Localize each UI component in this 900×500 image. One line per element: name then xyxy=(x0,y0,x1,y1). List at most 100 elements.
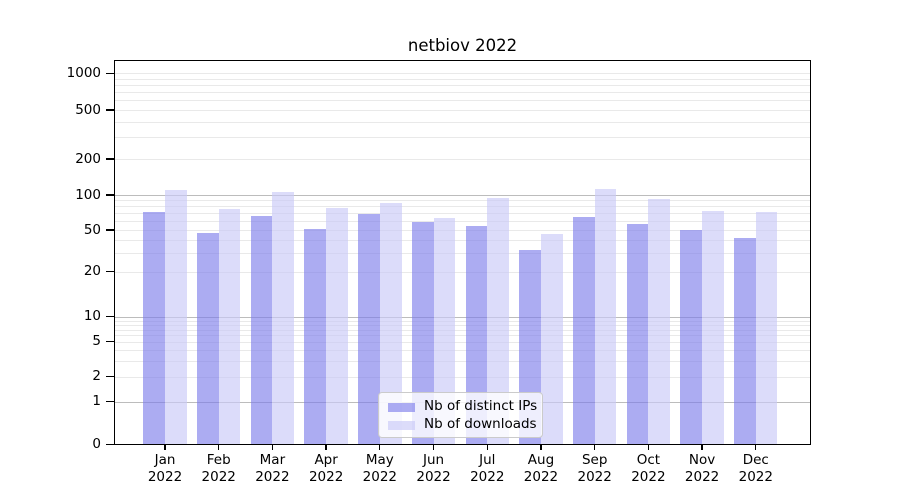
minor-gridline xyxy=(114,85,811,87)
minor-gridline xyxy=(114,200,811,202)
y-tick-mark xyxy=(106,194,114,196)
minor-gridline xyxy=(114,329,811,331)
y-tick-label: 200 xyxy=(75,150,101,167)
legend: Nb of distinct IPs Nb of downloads xyxy=(378,392,543,438)
y-tick-label: 2 xyxy=(92,368,101,385)
bar-distinct-ips-dec xyxy=(734,237,756,445)
bar-distinct-ips-apr xyxy=(304,229,327,445)
y-tick-label: 20 xyxy=(83,263,101,280)
legend-swatch-downloads xyxy=(388,421,415,430)
minor-gridline xyxy=(114,335,811,337)
minor-gridline xyxy=(114,73,811,75)
minor-gridline xyxy=(114,100,811,102)
x-tick-mark xyxy=(755,445,757,450)
x-tick-label-feb: Feb 2022 xyxy=(201,452,236,485)
bar-downloads-sep xyxy=(594,188,617,445)
minor-gridline xyxy=(114,206,811,208)
bar-downloads-jul xyxy=(487,197,509,445)
bar-downloads-feb xyxy=(218,208,241,445)
y-tick-label: 1000 xyxy=(66,64,101,81)
plot-area xyxy=(114,60,811,445)
bar-downloads-dec xyxy=(755,212,778,445)
bar-distinct-ips-nov xyxy=(680,230,703,445)
x-tick-mark xyxy=(594,445,596,450)
x-tick-label-aug: Aug 2022 xyxy=(523,452,559,485)
y-tick-mark xyxy=(106,271,114,273)
minor-gridline xyxy=(114,320,811,322)
minor-gridline xyxy=(114,220,811,222)
x-tick-label-jun: Jun 2022 xyxy=(416,452,451,485)
bar-downloads-may xyxy=(379,202,402,445)
bar-downloads-apr xyxy=(326,208,348,445)
y-tick-label: 50 xyxy=(83,221,101,238)
y-tick-label: 5 xyxy=(92,333,101,350)
minor-gridline xyxy=(114,78,811,80)
x-tick-label-may: May 2022 xyxy=(362,452,397,485)
x-tick-mark xyxy=(486,445,488,450)
x-tick-mark xyxy=(647,445,650,450)
y-tick-label: 0 xyxy=(92,436,101,452)
x-tick-label-jul: Jul 2022 xyxy=(470,452,505,485)
bar-distinct-ips-jul xyxy=(465,226,488,445)
bar-distinct-ips-jan xyxy=(143,211,165,445)
y-tick-mark xyxy=(106,109,114,111)
bar-distinct-ips-jun xyxy=(411,221,434,445)
bar-distinct-ips-sep xyxy=(572,216,595,445)
minor-gridline xyxy=(114,92,811,94)
minor-gridline xyxy=(114,376,811,378)
bar-distinct-ips-oct xyxy=(626,224,649,445)
x-tick-label-oct: Oct 2022 xyxy=(631,452,666,485)
y-tick-mark xyxy=(106,229,114,231)
minor-gridline xyxy=(114,253,811,255)
minor-gridline xyxy=(114,121,811,123)
minor-gridline xyxy=(114,361,811,363)
minor-gridline xyxy=(114,324,811,326)
x-tick-mark xyxy=(379,445,381,450)
x-tick-label-apr: Apr 2022 xyxy=(308,452,344,485)
chart-title: netbiov 2022 xyxy=(407,36,518,55)
minor-gridline xyxy=(114,137,811,139)
legend-label-downloads: Nb of downloads xyxy=(424,416,537,432)
plot-canvas xyxy=(114,60,811,445)
minor-gridline xyxy=(114,110,811,111)
minor-gridline xyxy=(114,230,811,231)
y-tick-mark xyxy=(106,72,114,74)
bar-distinct-ips-feb xyxy=(197,232,219,445)
x-tick-mark xyxy=(271,445,274,450)
legend-label-distinct-ips: Nb of distinct IPs xyxy=(424,398,538,414)
major-gridline xyxy=(114,195,811,196)
y-tick-label: 1 xyxy=(92,393,101,410)
x-tick-mark xyxy=(701,445,703,450)
x-tick-label-jan: Jan 2022 xyxy=(147,452,183,485)
x-tick-mark xyxy=(540,445,542,450)
bar-downloads-mar xyxy=(272,192,295,445)
bar-distinct-ips-may xyxy=(358,213,380,445)
x-tick-label-sep: Sep 2022 xyxy=(577,452,612,485)
minor-gridline xyxy=(114,350,811,352)
bar-downloads-jun xyxy=(433,217,456,445)
x-tick-mark xyxy=(325,445,327,450)
legend-swatch-distinct-ips xyxy=(388,403,415,412)
x-tick-mark xyxy=(164,445,166,450)
minor-gridline xyxy=(114,240,811,242)
y-tick-mark xyxy=(106,316,114,318)
bar-distinct-ips-mar xyxy=(250,215,273,445)
minor-gridline xyxy=(114,159,811,160)
y-tick-mark xyxy=(106,376,114,378)
y-tick-label: 500 xyxy=(75,101,101,118)
y-tick-mark xyxy=(106,158,114,160)
x-tick-mark xyxy=(218,445,220,450)
y-tick-label: 100 xyxy=(75,186,101,203)
minor-gridline xyxy=(114,213,811,214)
x-tick-label-nov: Nov 2022 xyxy=(684,452,720,485)
bar-downloads-nov xyxy=(702,210,724,445)
bar-downloads-oct xyxy=(648,198,671,445)
y-tick-label: 10 xyxy=(83,308,101,325)
x-tick-mark xyxy=(432,445,435,450)
x-tick-label-dec: Dec 2022 xyxy=(738,452,773,485)
minor-gridline xyxy=(114,341,811,343)
y-tick-mark xyxy=(106,341,114,343)
minor-gridline xyxy=(114,271,811,273)
y-tick-mark xyxy=(106,443,114,446)
